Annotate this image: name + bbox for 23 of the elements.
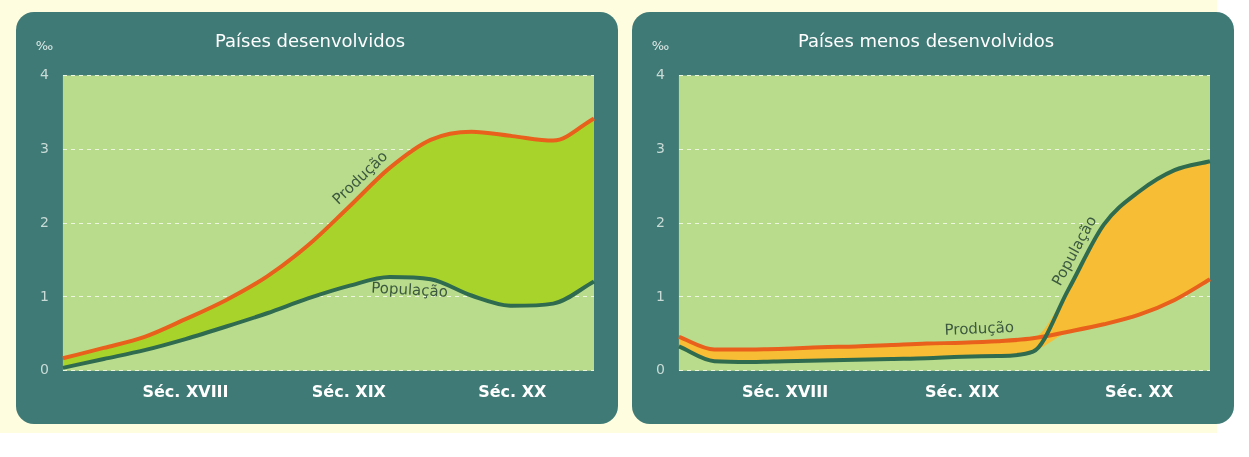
y-tick-label: 4: [655, 66, 665, 83]
x-tick-label: Séc. XX: [478, 381, 548, 401]
x-tick-label: Séc. XIX: [311, 381, 387, 401]
y-tick-label: 4: [39, 66, 49, 83]
series-label: População: [370, 278, 449, 301]
y-axis-title: ‰: [35, 37, 54, 53]
y-axis-title: ‰: [651, 37, 670, 53]
chart-title: Países menos desenvolvidos: [797, 30, 1055, 52]
y-tick-label: 2: [655, 213, 665, 230]
x-tick-label: Séc. XVIII: [142, 381, 229, 401]
y-tick-label: 3: [655, 140, 665, 157]
y-tick-label: 0: [655, 361, 665, 378]
y-tick-label: 1: [655, 287, 665, 304]
y-tick-label: 1: [39, 287, 49, 304]
x-tick-label: Séc. XX: [1105, 381, 1174, 401]
y-tick-label: 0: [39, 361, 49, 378]
y-tick-label: 3: [39, 140, 49, 157]
x-tick-label: Séc. XIX: [925, 381, 1000, 401]
x-tick-label: Séc. XVIII: [742, 381, 829, 401]
y-tick-label: 2: [39, 213, 49, 230]
chart-title: Países desenvolvidos: [214, 30, 406, 52]
line-series: [60, 275, 596, 370]
series-label: Produção: [944, 317, 1015, 339]
